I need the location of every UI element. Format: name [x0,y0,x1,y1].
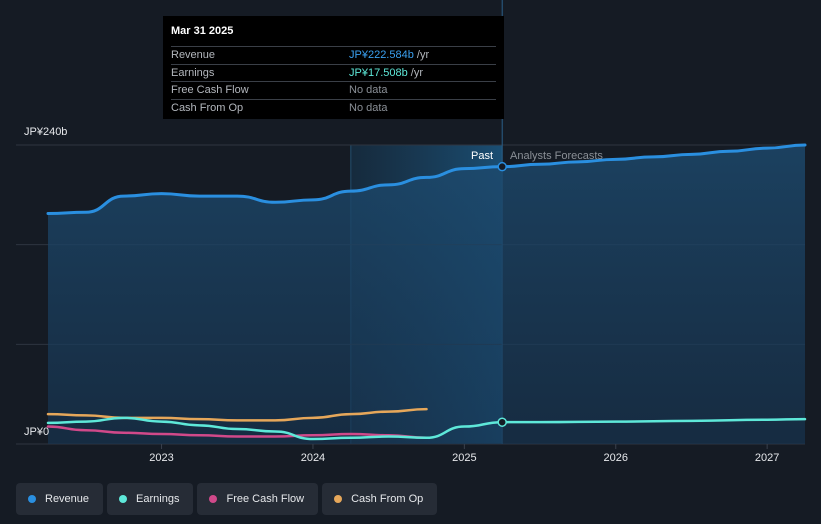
x-tick-label-2027: 2027 [755,452,779,464]
earnings-dot-icon [119,495,128,503]
revenue-dot-icon [28,495,36,503]
tooltip-row-fcf: Free Cash Flow No data [171,81,496,99]
tooltip-value: No data [349,84,388,96]
tooltip-row-revenue: Revenue JP¥222.584b /yr [171,46,496,64]
x-tick-label-2026: 2026 [604,452,628,464]
x-tick-label-2023: 2023 [149,452,173,464]
revenue-line [46,143,807,216]
tooltip-value: No data [349,101,388,114]
cash-from-op-dot-icon [334,495,343,503]
forecast-label: Analysts Forecasts [510,150,603,162]
legend: Revenue Earnings Free Cash Flow Cash Fro… [16,483,438,515]
chart: 2023 2024 2025 2026 2027 [16,0,807,464]
tooltip: Mar 31 2025 Revenue JP¥222.584b /yr Earn… [163,16,504,119]
x-tick-label-2024: 2024 [301,452,325,464]
tooltip-date: Mar 31 2025 [171,25,234,37]
tooltip-value: JP¥17.508b [349,66,408,79]
legend-label: Free Cash Flow [226,493,305,505]
past-label: Past [471,150,494,162]
legend-item-cash-from-op[interactable]: Cash From Op [322,483,438,515]
tooltip-label: Earnings [171,66,215,79]
legend-label: Cash From Op [351,493,424,505]
free-cash-flow-dot-icon [209,495,218,503]
tooltip-unit: /yr [407,66,423,79]
legend-item-revenue[interactable]: Revenue [16,483,104,515]
legend-label: Revenue [45,493,90,505]
y-axis-min-label: JP¥0 [24,426,50,438]
tooltip-label: Free Cash Flow [171,84,249,96]
tooltip-unit: /yr [413,49,430,61]
legend-item-free-cash-flow[interactable]: Free Cash Flow [197,483,319,515]
earnings-line [46,416,807,441]
tooltip-value: JP¥222.584b [349,49,414,61]
fcf-line [46,425,428,440]
legend-item-earnings[interactable]: Earnings [107,483,194,515]
legend-label: Earnings [136,493,180,505]
tooltip-label: Cash From Op [171,101,244,114]
revenue-current-point [497,161,507,172]
x-tick-label-2025: 2025 [452,452,476,464]
tooltip-label: Revenue [171,49,216,61]
revenue-area [48,145,805,444]
cfo-line [46,407,428,422]
tooltip-row-cfo: Cash From Op No data [171,98,496,117]
tooltip-row-earnings: Earnings JP¥17.508b /yr [171,63,496,82]
earnings-current-point [497,417,507,427]
y-axis-max-label: JP¥240b [24,126,68,138]
